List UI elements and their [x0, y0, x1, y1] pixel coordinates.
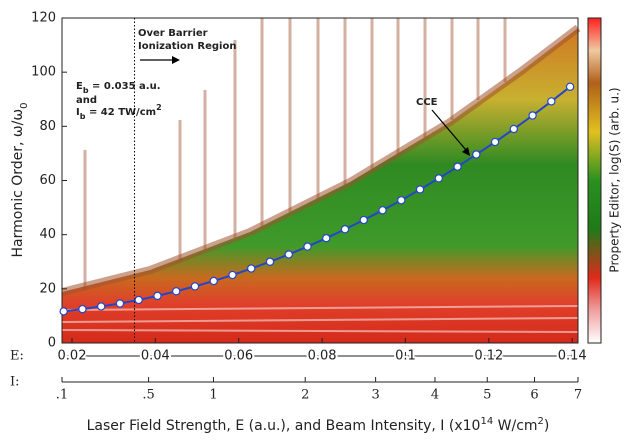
point: [265, 257, 275, 266]
y-label-sub: 0: [19, 103, 30, 109]
heatmap: [61, 18, 581, 343]
point: [528, 111, 537, 120]
x2-tick-label: .1: [56, 388, 68, 403]
point: [96, 302, 106, 311]
x-label: ): [544, 418, 549, 434]
ann-part: 2: [156, 103, 162, 112]
arrow-head: [172, 56, 180, 64]
x-label: Laser Field Strength, E (a.u.), and Beam…: [87, 418, 481, 434]
ann-part: b: [83, 86, 89, 95]
point: [359, 215, 368, 225]
point: [453, 162, 462, 171]
ann-part: = 0.035 a.u.: [89, 81, 161, 92]
y-axis-title: Harmonic Order, ω/ω0: [10, 103, 30, 258]
arrow-head: [462, 147, 470, 156]
x2-axis-name: I:: [10, 375, 20, 390]
point: [153, 291, 162, 301]
point: [190, 282, 200, 291]
x2-tick-label: 1: [209, 388, 217, 403]
annotation: Ionization Region: [138, 41, 236, 52]
point: [59, 307, 68, 316]
x2-tick-label: 4: [431, 388, 439, 403]
point: [228, 270, 237, 280]
x2-tick-label: 7: [574, 388, 582, 403]
y-label: Harmonic Order, ω/ω: [10, 109, 26, 258]
x-axis-title: Laser Field Strength, E (a.u.), and Beam…: [87, 416, 550, 435]
x-tick-label: 0.14: [558, 349, 587, 364]
x-tick-label: 0.12: [474, 349, 503, 364]
series-line: [63, 86, 571, 313]
x-tick-label: 0.1: [395, 349, 416, 364]
point: [303, 242, 312, 251]
y-tick-label: 20: [39, 281, 56, 296]
point: [115, 299, 125, 308]
annotation: Eb = 0.035 a.u.: [76, 81, 161, 95]
y-tick-label: 120: [31, 11, 56, 26]
point: [247, 264, 256, 273]
ann-part: b: [80, 112, 86, 121]
point: [547, 97, 556, 106]
point: [490, 137, 500, 147]
point: [284, 250, 293, 259]
point: [397, 196, 406, 205]
ann-part: I: [76, 107, 80, 118]
point: [509, 124, 519, 134]
ann-part: E: [76, 81, 83, 92]
point: [378, 206, 387, 215]
x-label: W/cm: [493, 418, 537, 434]
arrow: [431, 109, 467, 151]
point: [415, 185, 425, 194]
point: [434, 174, 443, 183]
x2-tick-label: 3: [371, 388, 379, 403]
x-tick-label: 0.02: [58, 349, 87, 364]
x-tick-label: 0.06: [224, 349, 253, 364]
x-axis-name: E:: [10, 349, 24, 364]
colorbar: [587, 17, 602, 344]
annotation: Ib = 42 TW/cm2: [76, 103, 162, 121]
point: [565, 82, 575, 91]
x-tick-label: 0.04: [141, 349, 170, 364]
annotation: and: [76, 95, 97, 106]
point: [172, 287, 181, 296]
x-label-sup: 2: [538, 416, 544, 427]
y-tick-label: 60: [39, 173, 56, 188]
point: [472, 150, 481, 159]
y-tick-label: 100: [31, 65, 56, 80]
point: [78, 304, 87, 314]
y-tick-label: 40: [39, 227, 56, 242]
ann-part: = 42 TW/cm: [85, 107, 156, 118]
colorbar-label: Property Editor, log(S) (arb. u.): [608, 87, 622, 272]
x2-tick-label: 6: [530, 388, 538, 403]
x-tick-label: 0.08: [308, 349, 337, 364]
point: [134, 295, 143, 305]
x2-tick-label: 5: [483, 388, 491, 403]
x2-tick-label: .5: [142, 388, 154, 403]
point: [209, 276, 218, 286]
x2-tick-label: 2: [301, 388, 309, 403]
series-label: CCE: [416, 97, 438, 108]
point: [340, 225, 350, 234]
annotation: Over Barrier: [138, 28, 208, 39]
y-tick-label: 80: [39, 119, 56, 134]
x-label-sup: 14: [480, 416, 493, 427]
y-tick-label: 0: [48, 336, 56, 351]
point: [322, 233, 331, 243]
